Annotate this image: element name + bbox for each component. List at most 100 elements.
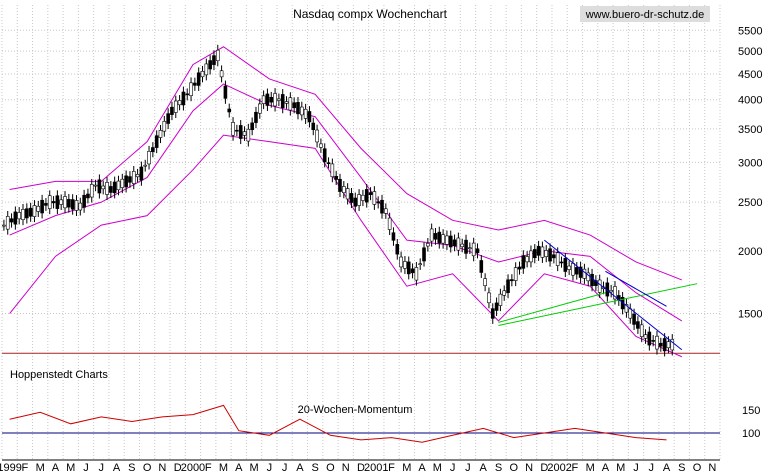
- x-tick-label: A: [480, 462, 488, 474]
- candle-body: [567, 265, 571, 270]
- candle-body: [139, 166, 144, 181]
- candle-body: [571, 263, 575, 276]
- momentum-tick-label: 100: [742, 428, 760, 440]
- candle-body: [448, 235, 453, 248]
- candle-body: [628, 308, 633, 319]
- candle-body: [429, 228, 434, 242]
- candle-body: [590, 273, 594, 287]
- candle-body: [376, 201, 380, 204]
- bollinger-bands: [9, 46, 683, 358]
- candle-body: [483, 278, 487, 286]
- candle-body: [349, 193, 354, 203]
- candle-body: [403, 261, 407, 269]
- candle-body: [109, 186, 113, 193]
- candle-body: [494, 302, 499, 311]
- candle-body: [120, 178, 125, 188]
- candle-body: [193, 82, 197, 86]
- candle-body: [506, 279, 510, 293]
- candle-body: [154, 135, 159, 148]
- y-tick-label: 3500: [738, 124, 762, 136]
- candle-body: [17, 212, 21, 220]
- candle-body: [334, 175, 338, 180]
- candle-body: [231, 122, 235, 136]
- candle-body: [624, 304, 629, 313]
- candle-body: [391, 232, 396, 241]
- x-tick-label: J: [465, 462, 471, 474]
- candle-body: [574, 267, 579, 275]
- candle-body: [532, 249, 537, 259]
- candle-body: [357, 194, 361, 206]
- candle-body: [353, 197, 358, 207]
- x-tick-label: N: [708, 462, 716, 474]
- candle-body: [361, 194, 365, 201]
- y-tick-label: 4500: [738, 69, 762, 81]
- candle-body: [89, 184, 94, 198]
- candle-body: [464, 239, 468, 254]
- y-tick-label: 2000: [738, 246, 762, 258]
- x-tick-label: M: [66, 462, 75, 474]
- trendline: [498, 292, 606, 323]
- x-tick-label: N: [158, 462, 166, 474]
- candle-body: [307, 111, 312, 123]
- x-tick-label: M: [616, 462, 625, 474]
- watermark-bg: [580, 6, 710, 22]
- candle-body: [280, 94, 285, 109]
- candle-body: [655, 335, 659, 350]
- candle-body: [475, 248, 480, 254]
- x-tick-label: J: [450, 462, 456, 474]
- x-tick-label: J: [83, 462, 89, 474]
- candle-body: [112, 181, 117, 194]
- y-tick-label: 4000: [738, 95, 762, 107]
- candle-body: [445, 235, 449, 245]
- candle-body: [173, 100, 178, 113]
- x-tick-label: M: [36, 462, 45, 474]
- candle-body: [322, 148, 327, 163]
- momentum-title: 20-Wochen-Momentum: [298, 404, 413, 416]
- x-tick-label: 2002: [547, 462, 571, 474]
- candle-body: [250, 122, 254, 130]
- candle-body: [273, 93, 277, 107]
- candle-body: [235, 129, 239, 132]
- x-tick-label: J: [633, 462, 639, 474]
- candle-body: [410, 268, 415, 274]
- candle-body: [456, 237, 461, 251]
- candle-body: [74, 200, 79, 211]
- candle-body: [93, 184, 98, 187]
- y-tick-label: 5000: [738, 46, 762, 58]
- candle-body: [452, 239, 457, 247]
- x-tick-label: A: [296, 462, 304, 474]
- candle-body: [548, 248, 552, 262]
- y-tick-label: 5500: [738, 25, 762, 37]
- candle-body: [395, 244, 400, 255]
- candle-body: [277, 98, 281, 101]
- candle-body: [399, 256, 403, 268]
- candle-body: [487, 292, 491, 304]
- candle-body: [204, 63, 209, 76]
- y-tick-label: 3000: [738, 157, 762, 169]
- candle-body: [135, 174, 140, 178]
- x-tick-label: O: [326, 462, 335, 474]
- candle-body: [296, 102, 300, 115]
- candle-body: [433, 233, 438, 240]
- band-middle: [9, 83, 683, 322]
- x-tick-label: A: [418, 462, 426, 474]
- candle-body: [82, 194, 86, 208]
- candle-body: [300, 106, 304, 116]
- candle-body: [422, 247, 426, 262]
- x-tick-label: N: [342, 462, 350, 474]
- candle-body: [521, 255, 526, 269]
- candle-body: [9, 218, 14, 223]
- candle-body: [32, 205, 37, 217]
- candle-body: [21, 209, 25, 220]
- candle-body: [223, 85, 228, 99]
- candle-body: [284, 101, 289, 104]
- candle-body: [418, 263, 422, 266]
- candle-body: [28, 207, 33, 217]
- candle-body: [78, 202, 83, 211]
- trendline: [605, 270, 667, 307]
- candle-body: [639, 324, 644, 337]
- x-tick-label: S: [495, 462, 502, 474]
- candle-body: [131, 171, 136, 184]
- price-axis: 1500 2000 2500 3000 3500 4000 4500 5000 5500: [738, 25, 762, 320]
- candle-body: [288, 97, 293, 111]
